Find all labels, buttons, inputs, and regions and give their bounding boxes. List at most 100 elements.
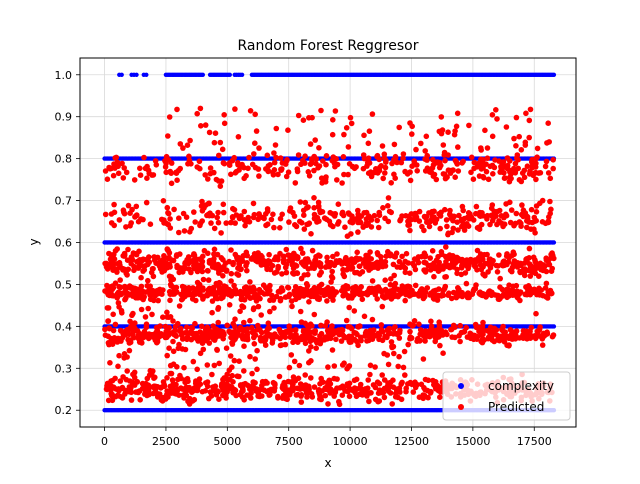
predicted-point [440,287,447,294]
predicted-point [120,331,126,337]
predicted-point [172,327,178,334]
predicted-point [408,335,415,341]
y-tick-label: 0.4 [55,320,73,333]
predicted-point [459,203,466,210]
predicted-point [139,335,146,341]
predicted-point [341,334,348,341]
predicted-point [524,255,530,262]
predicted-point [531,214,538,221]
predicted-point [306,348,312,354]
predicted-point [233,168,240,175]
predicted-point [145,335,152,342]
predicted-point [237,382,244,389]
predicted-point [108,335,114,342]
predicted-point [365,140,372,147]
predicted-point [429,248,436,254]
predicted-point [304,394,310,400]
predicted-point [353,376,360,383]
predicted-point [496,296,503,303]
predicted-point [455,144,461,150]
predicted-point [145,167,152,174]
predicted-point [313,156,320,162]
predicted-point [173,381,179,388]
predicted-point [413,214,420,220]
predicted-point [144,175,150,181]
predicted-point [352,216,359,222]
predicted-point [536,288,542,295]
predicted-point [455,288,462,294]
predicted-point [174,177,180,183]
predicted-point [357,271,363,277]
predicted-point [116,283,122,290]
predicted-point [264,152,271,159]
predicted-point [319,180,325,186]
predicted-point [223,345,230,352]
predicted-point [251,211,258,218]
predicted-point [288,352,295,358]
predicted-point [218,267,225,273]
predicted-point [128,397,135,403]
predicted-point [509,252,515,259]
predicted-point [216,285,223,292]
predicted-point [452,174,459,180]
predicted-point [316,145,322,151]
predicted-point [165,133,171,139]
predicted-point [470,176,477,182]
predicted-point [507,327,514,333]
predicted-point [403,250,410,257]
predicted-point [286,323,293,330]
predicted-point [244,326,251,332]
predicted-point [132,320,138,326]
predicted-point [484,327,491,334]
predicted-point [374,217,381,224]
predicted-point [281,386,288,393]
predicted-point [379,337,386,344]
predicted-point [325,364,331,370]
predicted-point [340,154,347,160]
predicted-point [277,250,283,257]
predicted-point [315,388,322,394]
predicted-point [411,256,418,262]
predicted-point [256,258,262,265]
predicted-point [397,216,404,223]
predicted-point [442,175,449,182]
predicted-point [251,305,257,311]
predicted-point [267,282,273,289]
predicted-point [523,110,529,117]
complexity-point [239,72,245,78]
predicted-point [134,212,140,218]
predicted-point [364,338,370,344]
predicted-point [360,260,367,266]
predicted-point [277,328,284,335]
predicted-point [257,295,263,302]
predicted-point [371,333,377,339]
predicted-point [433,257,440,264]
predicted-point [454,270,460,277]
predicted-point [239,258,246,265]
predicted-point [318,322,324,329]
predicted-point [418,381,425,388]
predicted-point [422,269,429,275]
predicted-point [478,266,485,273]
predicted-point [145,305,151,312]
predicted-point [381,394,388,401]
predicted-point [215,219,222,226]
predicted-point [205,277,212,283]
predicted-point [372,286,378,293]
predicted-point [149,266,156,272]
predicted-point [542,163,549,170]
predicted-point [124,368,130,374]
predicted-point [213,326,219,332]
predicted-point [494,269,501,275]
predicted-point [303,205,310,211]
predicted-point [155,287,162,294]
predicted-point [355,324,362,330]
predicted-point [236,358,242,365]
predicted-point [277,155,284,161]
predicted-point [381,151,388,157]
predicted-point [215,178,222,184]
predicted-point [322,335,328,341]
predicted-point [181,228,188,234]
predicted-point [204,326,210,332]
predicted-point [493,107,499,113]
